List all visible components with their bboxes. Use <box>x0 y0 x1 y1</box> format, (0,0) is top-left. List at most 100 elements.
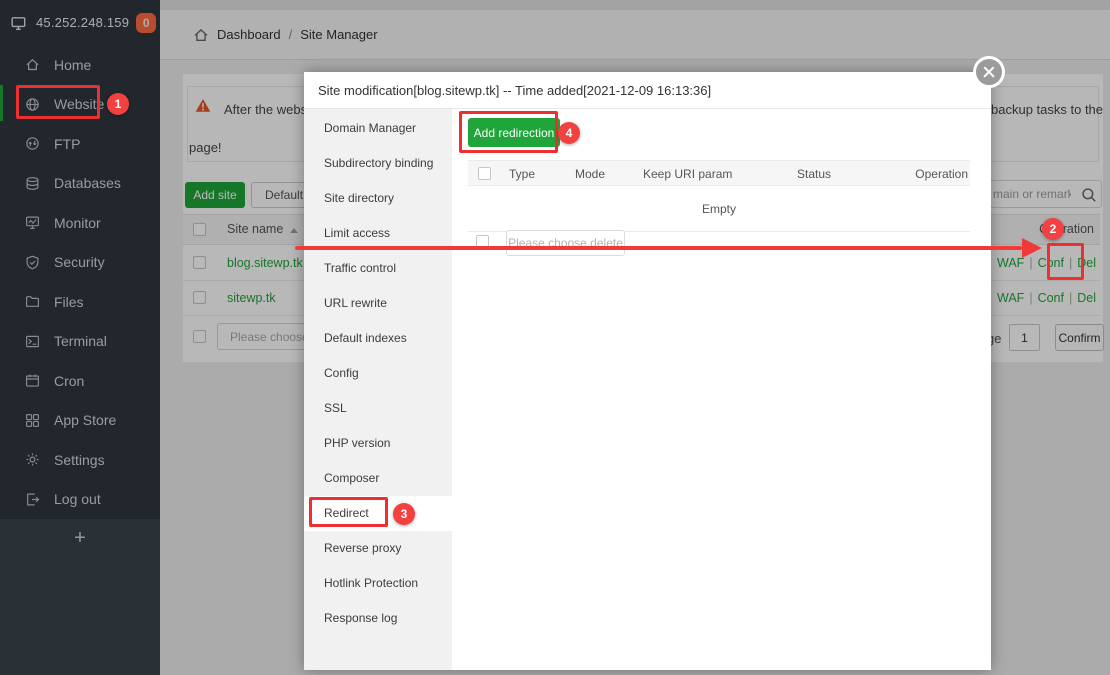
modal-nav-composer[interactable]: Composer <box>324 471 380 485</box>
conf-link[interactable]: Conf <box>1037 256 1064 270</box>
shield-icon <box>25 254 41 270</box>
sidebar-item-settings[interactable]: Settings <box>0 440 160 480</box>
sidebar-item-log-out[interactable]: Log out <box>0 480 160 520</box>
modal-nav-url-rewrite[interactable]: URL rewrite <box>324 296 387 310</box>
annotation-badge-4: 4 <box>558 122 580 144</box>
sidebar-item-ftp[interactable]: FTP <box>0 124 160 164</box>
annotation-arrow-head <box>1022 238 1042 258</box>
modal-nav-traffic-control[interactable]: Traffic control <box>324 261 397 275</box>
search-icon[interactable] <box>1081 187 1097 203</box>
site-name-header[interactable]: Site name <box>227 222 299 236</box>
home-icon <box>25 57 41 73</box>
conf-link[interactable]: Conf <box>1037 291 1064 305</box>
monitor-chart-icon <box>25 215 41 231</box>
sidebar-item-databases[interactable]: Databases <box>0 164 160 204</box>
sidebar-item-cron[interactable]: Cron <box>0 361 160 401</box>
redirection-table: Type Mode Keep URI param Status Operatio… <box>468 160 970 232</box>
sidebar-item-app-store[interactable]: App Store <box>0 401 160 441</box>
warning-icon <box>195 98 211 113</box>
sort-asc-icon <box>290 228 299 233</box>
sidebar-item-monitor[interactable]: Monitor <box>0 203 160 243</box>
gear-icon <box>25 452 41 468</box>
monitor-icon <box>9 15 29 31</box>
pagination-confirm-button[interactable]: Confirm <box>1055 324 1104 351</box>
sidebar-item-terminal[interactable]: Terminal <box>0 322 160 362</box>
sidebar-item-label: Log out <box>54 491 101 508</box>
modal-nav-config[interactable]: Config <box>324 366 359 380</box>
breadcrumb-dashboard[interactable]: Dashboard <box>217 27 281 42</box>
add-site-button[interactable]: Add site <box>185 182 245 208</box>
ftp-icon <box>25 136 41 152</box>
calendar-icon <box>25 373 41 389</box>
modal-nav-redirect[interactable]: Redirect <box>304 496 452 531</box>
sidebar-item-label: Cron <box>54 372 85 389</box>
del-link[interactable]: Del <box>1077 291 1096 305</box>
active-menu-indicator <box>0 85 3 121</box>
sidebar-item-website[interactable]: Website <box>0 85 160 125</box>
top-strip <box>160 0 1110 10</box>
empty-row: Empty <box>468 186 970 232</box>
database-icon <box>25 175 41 191</box>
site-name-link[interactable]: sitewp.tk <box>227 291 276 305</box>
appstore-icon <box>25 412 41 428</box>
server-ip-row[interactable]: 45.252.248.159 0 <box>0 0 160 45</box>
sidebar-item-home[interactable]: Home <box>0 45 160 85</box>
sidebar-item-security[interactable]: Security <box>0 243 160 283</box>
logout-icon <box>25 491 41 507</box>
waf-link[interactable]: WAF <box>997 291 1025 305</box>
annotation-badge-3: 3 <box>393 503 415 525</box>
sidebar-item-label: Settings <box>54 451 105 468</box>
modal-nav-subdirectory-binding[interactable]: Subdirectory binding <box>324 156 434 170</box>
warning-text-line2: page! <box>189 140 222 155</box>
col-mode: Mode <box>575 167 606 181</box>
warning-text-right: backup tasks to the <box>991 102 1104 117</box>
select-all-checkbox[interactable] <box>478 167 491 180</box>
redirection-table-header: Type Mode Keep URI param Status Operatio… <box>468 160 970 186</box>
bulk-delete-button[interactable]: Please choose delete <box>506 230 625 256</box>
col-type: Type <box>509 167 536 181</box>
modal-nav-site-directory[interactable]: Site directory <box>324 191 395 205</box>
sidebar-menu: Home Website FTP Databases Monitor Secur… <box>0 45 160 519</box>
globe-icon <box>25 96 41 112</box>
sidebar: 45.252.248.159 0 Home Website FTP Databa… <box>0 0 160 675</box>
sidebar-item-label: Security <box>54 254 105 271</box>
modal-nav-reverse-proxy[interactable]: Reverse proxy <box>324 541 402 555</box>
waf-link[interactable]: WAF <box>997 256 1025 270</box>
folder-icon <box>25 294 41 310</box>
modal-nav-response-log[interactable]: Response log <box>324 611 398 625</box>
annotation-badge-1: 1 <box>107 93 129 115</box>
modal-title: Site modification[blog.sitewp.tk] -- Tim… <box>304 72 991 109</box>
sidebar-item-label: Home <box>54 56 92 73</box>
annotation-arrow-line <box>295 246 1022 250</box>
breadcrumb-current: Site Manager <box>300 27 378 42</box>
col-status: Status <box>797 167 832 181</box>
sidebar-item-label: Databases <box>54 175 121 192</box>
modal-nav-ssl[interactable]: SSL <box>324 401 347 415</box>
add-redirection-button[interactable]: Add redirection <box>468 118 560 147</box>
modal-nav-limit-access[interactable]: Limit access <box>324 226 391 240</box>
sidebar-item-label: App Store <box>54 412 117 429</box>
server-ip: 45.252.248.159 <box>36 15 130 30</box>
sidebar-add-shortcut[interactable]: + <box>0 519 160 675</box>
modal-nav-php-version[interactable]: PHP version <box>324 436 391 450</box>
message-count-badge[interactable]: 0 <box>136 12 157 33</box>
sidebar-item-label: Website <box>54 96 105 113</box>
col-keep-uri-param: Keep URI param <box>643 167 733 181</box>
modal-nav-hotlink-protection[interactable]: Hotlink Protection <box>324 576 419 590</box>
annotation-badge-2: 2 <box>1042 218 1064 240</box>
select-all-checkbox[interactable] <box>193 223 206 236</box>
row-checkbox[interactable] <box>193 256 206 269</box>
modal-nav-default-indexes[interactable]: Default indexes <box>324 331 407 345</box>
close-icon[interactable] <box>973 56 1005 88</box>
breadcrumb-home-icon <box>193 27 209 43</box>
site-modification-modal: Site modification[blog.sitewp.tk] -- Tim… <box>304 56 1005 670</box>
modal-nav-domain-manager[interactable]: Domain Manager <box>324 121 417 135</box>
page-number-input[interactable] <box>1009 324 1040 351</box>
bulk-select-checkbox[interactable] <box>193 330 206 343</box>
plus-icon: + <box>74 527 86 549</box>
row-checkbox[interactable] <box>193 291 206 304</box>
sidebar-item-files[interactable]: Files <box>0 282 160 322</box>
row-operations: WAF | Conf | Del <box>997 291 1096 305</box>
site-name-link[interactable]: blog.sitewp.tk <box>227 256 303 270</box>
